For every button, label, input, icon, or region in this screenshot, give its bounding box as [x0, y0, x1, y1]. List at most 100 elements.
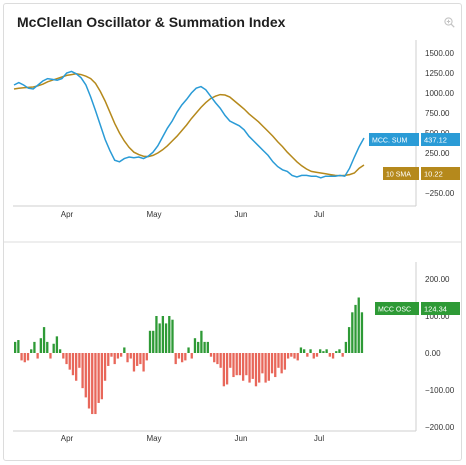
legend-badge: MCC OSC 124.34 — [375, 302, 460, 315]
oscillator-bar — [280, 353, 283, 374]
oscillator-bar — [62, 353, 65, 359]
oscillator-bar — [209, 353, 213, 357]
oscillator-bar — [219, 353, 222, 368]
oscillator-bar — [187, 347, 190, 353]
oscillator-bar — [103, 353, 107, 381]
oscillator-bar — [30, 349, 33, 353]
oscillator-bar — [225, 353, 229, 385]
zoom-in-icon[interactable] — [444, 17, 455, 28]
oscillator-bar — [116, 353, 120, 359]
legend-name: 10 SMA — [386, 172, 411, 179]
oscillator-bar — [100, 353, 104, 400]
legend-name: MCC. SUM — [372, 138, 408, 145]
oscillator-bar — [325, 349, 328, 353]
oscillator-bar — [107, 353, 110, 366]
x-tick-label: Jul — [314, 210, 324, 219]
oscillator-bar — [180, 353, 184, 363]
x-tick-label: May — [146, 434, 161, 443]
oscillator-bar — [351, 312, 354, 353]
x-tick-label: Jun — [235, 210, 248, 219]
oscillator-bar — [344, 341, 348, 353]
oscillator-bar — [52, 343, 55, 353]
sma-line — [13, 73, 365, 177]
oscillator-bar — [238, 353, 242, 376]
oscillator-bar — [335, 351, 338, 353]
oscillator-bar — [110, 353, 113, 357]
oscillator-bar — [306, 353, 309, 357]
oscillator-bar — [248, 353, 251, 383]
oscillator-bar — [213, 353, 216, 363]
oscillator-bar — [200, 330, 203, 353]
oscillator-bar — [97, 353, 100, 403]
oscillator-bar — [190, 353, 193, 359]
legend-badge: MCC. SUM 437.12 — [369, 133, 460, 146]
oscillator-bar — [42, 327, 46, 353]
oscillator-bar — [261, 353, 264, 374]
oscillator-bar — [91, 353, 94, 415]
oscillator-bar — [286, 353, 290, 359]
summation-panel: Apr May Jun Jul 1500.00 1250.00 1000.00 750.00… — [13, 40, 460, 219]
oscillator-bar — [49, 353, 52, 359]
oscillator-bar — [235, 353, 238, 376]
oscillator-bar — [264, 353, 267, 383]
oscillator-bar — [20, 353, 23, 361]
y-tick-label: −250.00 — [425, 189, 455, 198]
oscillator-bar — [222, 353, 226, 387]
oscillator-bar — [136, 353, 139, 366]
oscillator-bar — [145, 353, 148, 361]
y-tick-label: 1250.00 — [425, 69, 454, 78]
oscillator-bar — [241, 353, 245, 381]
oscillator-bar — [254, 353, 258, 387]
oscillator-bar — [354, 304, 357, 353]
oscillator-bar — [84, 353, 87, 398]
oscillator-bar — [87, 353, 91, 409]
oscillator-bar — [78, 353, 81, 368]
oscillator-bar — [203, 341, 206, 353]
oscillator-bar — [347, 327, 351, 353]
oscillator-bar — [152, 330, 155, 353]
y-tick-label: 100.00 — [425, 312, 450, 321]
oscillator-bar — [302, 349, 306, 353]
oscillator-panel: Apr May Jun Jul 200.00 100.00 0.00 −100.00 −200… — [13, 262, 460, 443]
oscillator-bar — [81, 353, 84, 389]
legend-value: 10.22 — [424, 170, 443, 179]
oscillator-bar — [283, 353, 287, 370]
oscillator-bar — [328, 353, 331, 357]
oscillator-bar — [277, 353, 280, 368]
oscillator-bar — [315, 353, 319, 357]
oscillator-bar — [17, 340, 20, 353]
oscillator-bar — [123, 347, 126, 353]
y-tick-label: 750.00 — [425, 109, 450, 118]
oscillator-bar — [245, 353, 248, 376]
legend-badge: 10 SMA 10.22 — [383, 167, 460, 180]
oscillator-bar — [158, 323, 161, 353]
oscillator-bar — [290, 353, 293, 357]
oscillator-bar — [129, 353, 132, 359]
x-tick-label: May — [146, 210, 161, 219]
oscillator-bar — [197, 341, 200, 353]
oscillator-bar — [299, 347, 303, 353]
oscillator-bar — [155, 316, 158, 353]
y-tick-label: 250.00 — [425, 149, 450, 158]
oscillator-bar — [132, 353, 136, 372]
oscillator-bar — [360, 312, 364, 353]
oscillator-bar — [319, 349, 322, 353]
oscillator-bar — [322, 351, 325, 353]
oscillator-bar — [142, 353, 145, 372]
oscillator-bar — [113, 353, 116, 365]
oscillator-bar — [174, 353, 177, 365]
oscillator-bar — [148, 330, 152, 353]
oscillator-bar — [164, 323, 168, 353]
oscillator-bar — [293, 353, 296, 359]
oscillator-bar — [274, 353, 277, 378]
y-tick-label: −200.00 — [425, 423, 455, 432]
oscillator-bar — [309, 349, 312, 353]
oscillator-bar — [296, 353, 299, 361]
oscillator-bar — [338, 349, 341, 353]
oscillator-bar — [75, 353, 78, 381]
y-tick-label: 1000.00 — [425, 89, 454, 98]
y-tick-label: 0.00 — [425, 349, 441, 358]
y-tick-label: 1500.00 — [425, 49, 454, 58]
oscillator-bar — [193, 338, 197, 353]
